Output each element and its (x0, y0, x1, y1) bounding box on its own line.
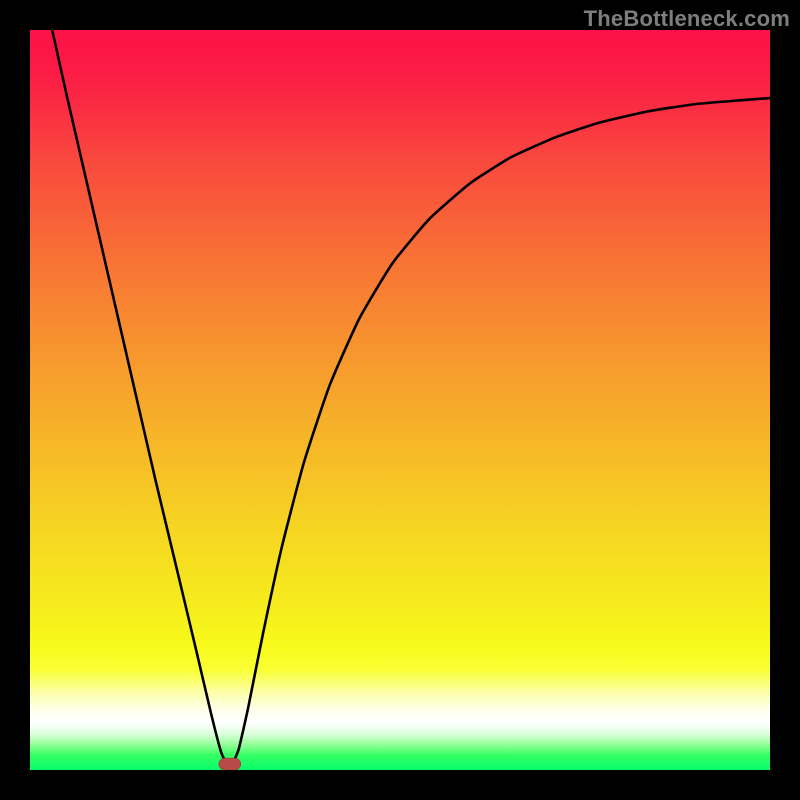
gradient-background (30, 30, 770, 770)
chart-frame: TheBottleneck.com (0, 0, 800, 800)
chart-svg (30, 30, 770, 770)
watermark-text: TheBottleneck.com (584, 6, 790, 32)
optimum-marker (219, 758, 241, 770)
plot-area (30, 30, 770, 770)
